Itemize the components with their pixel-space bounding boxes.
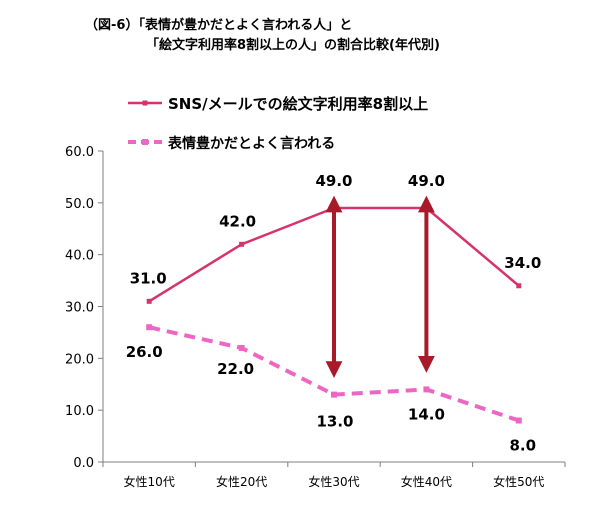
series-point [331,391,337,398]
y-tick-label: 30.0 [65,301,94,316]
x-tick-label: 女性40代 [401,474,452,489]
data-label: 8.0 [510,437,537,455]
data-label: 26.0 [126,343,163,361]
data-labels: 31.0 42.0 49.0 49.0 34.0 26.0 22.0 13.0 14.0 8.0 [126,172,542,455]
data-label: 22.0 [217,360,254,378]
x-tick-label: 女性10代 [124,474,175,489]
data-label: 34.0 [504,254,541,272]
data-label: 31.0 [130,269,167,287]
series-point [146,324,153,331]
chart-title-line-2: 「絵文字利用率8割以上の人」の割合比較(年代別) [146,38,440,53]
legend-label: SNS/メールでの絵文字利用率8割以上 [168,95,428,113]
series-point [516,283,522,289]
legend-marker [142,139,148,145]
y-tick-label: 20.0 [65,352,94,367]
data-label: 42.0 [219,212,256,230]
y-tick-label: 60.0 [65,145,94,160]
x-tick-label: 女性20代 [216,474,267,489]
data-label: 13.0 [316,413,353,431]
y-tick-label: 50.0 [65,197,94,212]
y-tick-label: 40.0 [65,249,94,264]
annotations [325,195,435,379]
y-tick-label: 10.0 [65,404,94,419]
axes: 0.0 10.0 20.0 30.0 40.0 50.0 60.0 女性10代 女性20代 女性3… [65,145,566,489]
x-tick-label: 女性30代 [308,474,359,489]
series-point [238,344,245,351]
chart-title-line-1: （図-6）「表情が豊かだとよく言われる人」と [85,18,353,33]
series-point [239,241,245,247]
x-tick-label: 女性50代 [493,474,544,489]
series-point [515,417,522,424]
data-label: 49.0 [408,172,445,190]
data-label: 49.0 [315,172,352,190]
data-label: 14.0 [408,405,445,423]
series-point [423,386,430,393]
legend-marker [142,100,148,106]
series-point [146,298,152,304]
legend-label: 表情豊かだとよく言われる [167,135,335,152]
y-tick-label: 0.0 [73,456,94,471]
